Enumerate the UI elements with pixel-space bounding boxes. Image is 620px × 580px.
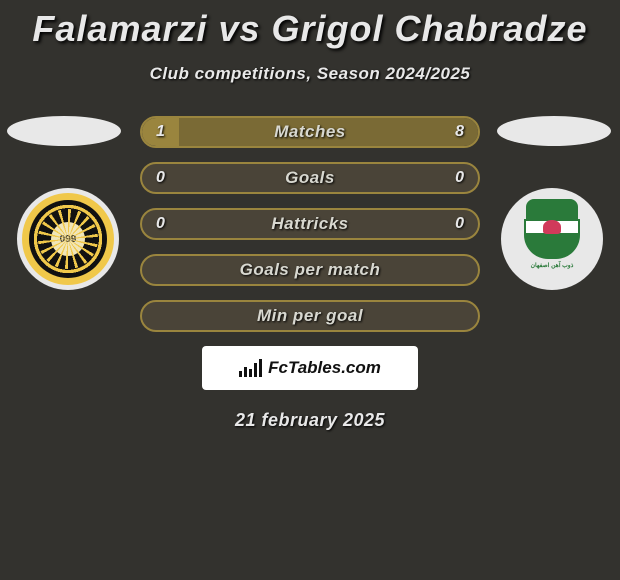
right-name-plate — [497, 116, 611, 146]
subtitle: Club competitions, Season 2024/2025 — [0, 64, 620, 84]
stat-row: 00Hattricks — [140, 208, 480, 240]
page-title: Falamarzi vs Grigol Chabradze — [0, 0, 620, 50]
stat-row: 00Goals — [140, 162, 480, 194]
stat-label: Hattricks — [142, 214, 478, 234]
brand-text: FcTables.com — [268, 358, 381, 378]
stat-row: Goals per match — [140, 254, 480, 286]
shield-top — [526, 199, 578, 219]
shield-bot — [524, 235, 580, 259]
stat-row: 18Matches — [140, 116, 480, 148]
stat-label: Goals — [142, 168, 478, 188]
badge-ribbon: ذوب آهن اصفهان — [531, 262, 574, 269]
left-club-badge: 099 — [17, 188, 119, 290]
stat-label: Goals per match — [142, 260, 478, 280]
stat-label: Min per goal — [142, 306, 478, 326]
stat-label: Matches — [142, 122, 478, 142]
right-player-column: ذوب آهن اصفهان — [492, 116, 612, 290]
badge-inner: ذوب آهن اصفهان — [508, 195, 596, 283]
badge-disc: 099 — [29, 200, 107, 278]
date-text: 21 february 2025 — [0, 410, 620, 431]
main-area: 099 18Matches 00Goals 00Hattricks Goals per… — [0, 116, 620, 332]
chart-icon — [239, 359, 262, 377]
badge-rays — [38, 209, 98, 269]
shield-mid — [524, 219, 580, 235]
left-name-plate — [7, 116, 121, 146]
flower-icon — [543, 220, 561, 234]
comparison-card: Falamarzi vs Grigol Chabradze Club compe… — [0, 0, 620, 431]
brand-box[interactable]: FcTables.com — [202, 346, 418, 390]
stat-bars: 18Matches 00Goals 00Hattricks Goals per mat… — [140, 116, 480, 332]
stat-row: Min per goal — [140, 300, 480, 332]
badge-ring: 099 — [22, 193, 114, 285]
left-player-column: 099 — [8, 116, 128, 290]
right-club-badge: ذوب آهن اصفهان — [501, 188, 603, 290]
